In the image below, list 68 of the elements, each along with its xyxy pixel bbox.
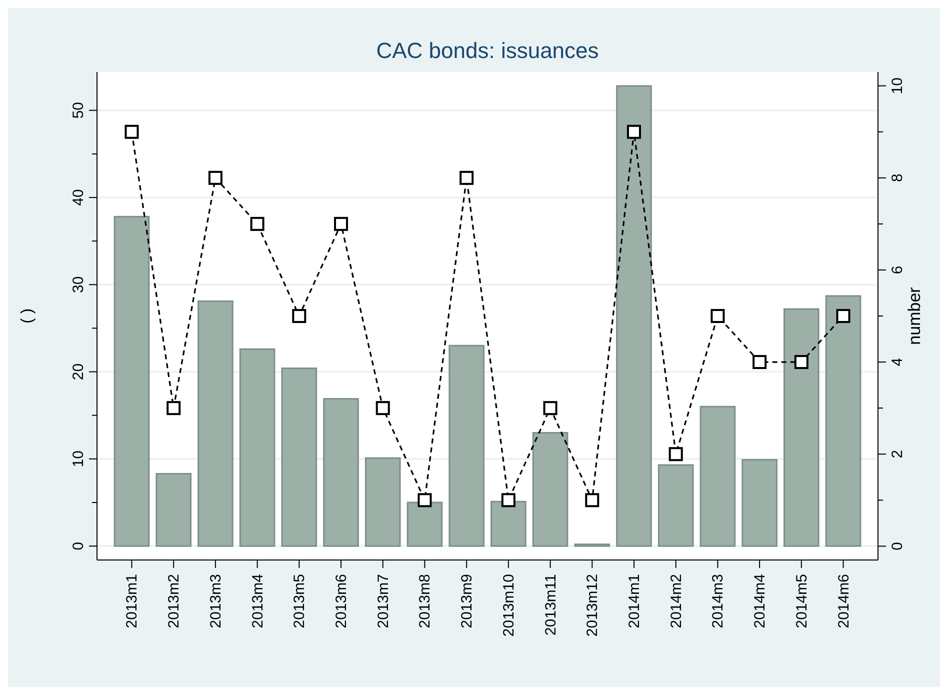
x-tick-label: 2014m3 bbox=[710, 574, 727, 628]
point bbox=[292, 309, 306, 323]
point bbox=[460, 170, 474, 185]
bar bbox=[825, 295, 862, 547]
x-tick-label: 2013m12 bbox=[584, 574, 602, 637]
point bbox=[124, 124, 139, 139]
x-tick-label: 2014m5 bbox=[793, 574, 810, 628]
bar bbox=[616, 85, 652, 547]
y-tick-label: 50 bbox=[70, 102, 87, 119]
x-tick-label: 2013m5 bbox=[291, 574, 308, 628]
point bbox=[501, 493, 516, 508]
x-tick-label: 2013m11 bbox=[542, 574, 560, 636]
x-tick-label: 2014m2 bbox=[668, 574, 685, 628]
point bbox=[166, 401, 181, 416]
point bbox=[208, 170, 222, 185]
y2-tick-label: 0 bbox=[889, 542, 906, 550]
point bbox=[752, 355, 767, 370]
y2-tick-label: 10 bbox=[889, 77, 906, 94]
y-tick-label: 0 bbox=[70, 542, 87, 550]
x-tick-label: 2013m2 bbox=[166, 574, 183, 628]
y-tick-label: 40 bbox=[70, 189, 87, 206]
x-tick-label: 2013m4 bbox=[249, 574, 266, 628]
x-tick-label: 2013m1 bbox=[124, 574, 141, 628]
bar bbox=[198, 300, 234, 547]
point bbox=[585, 493, 600, 508]
point bbox=[334, 216, 348, 231]
x-tick-label: 2013m8 bbox=[416, 574, 434, 628]
point bbox=[710, 309, 725, 323]
x-tick-label: 2014m4 bbox=[752, 574, 769, 628]
bar bbox=[783, 308, 820, 547]
y2-tick-label: 4 bbox=[889, 358, 906, 366]
bar bbox=[406, 502, 443, 547]
x-tick-label: 2013m3 bbox=[207, 574, 224, 628]
point bbox=[376, 401, 390, 416]
x-tick-label: 2013m10 bbox=[500, 574, 518, 637]
bar bbox=[114, 216, 150, 547]
point bbox=[626, 124, 641, 139]
y2-axis-title: number bbox=[905, 286, 924, 345]
bar bbox=[156, 472, 192, 547]
x-tick-label: 2014m6 bbox=[835, 574, 852, 628]
y2-tick-label: 8 bbox=[889, 174, 906, 182]
point bbox=[836, 309, 850, 323]
bar bbox=[532, 432, 568, 547]
bar bbox=[281, 368, 318, 547]
y-tick-label: 10 bbox=[70, 450, 87, 468]
x-tick-label: 2013m6 bbox=[333, 574, 350, 628]
point bbox=[250, 216, 264, 231]
y-axis-title: ( ) bbox=[19, 308, 36, 324]
y-tick-label: 20 bbox=[70, 363, 87, 380]
x-tick-label: 2014m1 bbox=[626, 574, 643, 628]
point bbox=[794, 355, 808, 370]
chart-title: CAC bonds: issuances bbox=[376, 38, 599, 63]
x-tick-label: 2013m7 bbox=[374, 574, 392, 628]
bar bbox=[323, 398, 359, 547]
y-tick-label: 30 bbox=[70, 276, 87, 293]
bar bbox=[490, 500, 526, 547]
bar bbox=[658, 464, 694, 547]
bar bbox=[239, 348, 276, 547]
bar bbox=[364, 457, 401, 547]
x-tick-label: 2013m9 bbox=[458, 574, 476, 628]
y2-tick-label: 2 bbox=[889, 450, 906, 458]
bar bbox=[700, 406, 736, 547]
bar bbox=[742, 459, 778, 547]
point bbox=[418, 493, 432, 508]
y2-tick-label: 6 bbox=[889, 266, 906, 274]
point bbox=[543, 401, 558, 416]
point bbox=[668, 447, 683, 462]
bar bbox=[448, 344, 484, 547]
